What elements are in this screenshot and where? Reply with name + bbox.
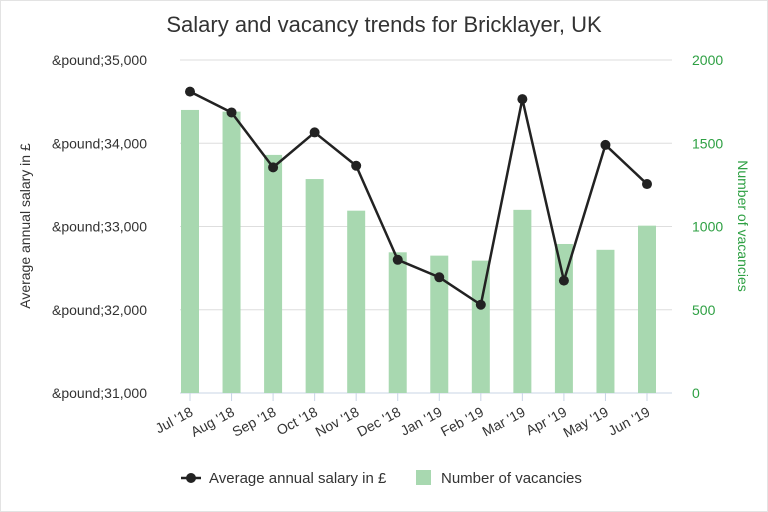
legend: Average annual salary in £ Number of vac…	[181, 470, 582, 487]
right-tick-label: 2000	[692, 52, 723, 68]
salary-point[interactable]	[351, 160, 362, 171]
vacancy-bar[interactable]	[264, 154, 283, 393]
x-tick-label: Dec '18	[354, 403, 403, 439]
vacancy-bar[interactable]	[222, 111, 241, 394]
legend-label-salary: Average annual salary in £	[209, 470, 387, 487]
vacancy-bar[interactable]	[471, 260, 490, 393]
left-tick-label: &pound;33,000	[52, 219, 147, 235]
left-tick-label: &pound;32,000	[52, 302, 147, 318]
left-axis-ticks: &pound;35,000&pound;34,000&pound;33,000 &…	[52, 52, 147, 401]
vacancy-bar[interactable]	[388, 252, 407, 393]
left-axis-title: Average annual salary in £	[17, 143, 33, 309]
vacancy-bar[interactable]	[638, 225, 656, 393]
x-tick-label: Feb '19	[438, 403, 487, 439]
salary-point[interactable]	[475, 299, 486, 310]
right-tick-label: 500	[692, 302, 716, 318]
x-tick-label: Sep '18	[229, 403, 278, 439]
salary-point[interactable]	[392, 254, 403, 265]
salary-line	[185, 86, 652, 310]
salary-point[interactable]	[309, 127, 320, 138]
salary-point[interactable]	[517, 94, 528, 105]
legend-item-salary[interactable]: Average annual salary in £	[181, 470, 387, 487]
legend-item-vacancies[interactable]: Number of vacancies	[416, 470, 582, 487]
vacancy-bar[interactable]	[596, 249, 615, 393]
x-tick-label: Mar '19	[479, 403, 528, 439]
x-tick-label: Jun '19	[605, 403, 652, 438]
vacancy-bar[interactable]	[554, 243, 573, 393]
salary-point[interactable]	[434, 272, 445, 283]
vacancy-bar[interactable]	[181, 109, 199, 393]
x-tick-label: Aug '18	[188, 403, 237, 439]
right-tick-label: 1500	[692, 135, 723, 151]
salary-point[interactable]	[268, 162, 279, 173]
left-tick-label: &pound;31,000	[52, 385, 147, 401]
vacancy-bar[interactable]	[513, 209, 532, 393]
left-tick-label: &pound;35,000	[52, 52, 147, 68]
salary-point[interactable]	[642, 179, 652, 190]
x-tick-label: Jul '18	[153, 403, 196, 436]
chart-title: Salary and vacancy trends for Bricklayer…	[166, 12, 602, 37]
salary-point[interactable]	[226, 107, 237, 118]
salary-point[interactable]	[185, 86, 195, 97]
x-tick-label: Jan '19	[398, 403, 445, 438]
x-tick-label: Apr '19	[523, 403, 569, 438]
salary-point[interactable]	[558, 275, 569, 286]
vacancy-bar[interactable]	[347, 210, 366, 393]
right-axis-ticks: 2000 1500 1000 500 0	[692, 52, 723, 401]
x-tick-label: Nov '18	[313, 403, 362, 439]
dot-marker-icon	[186, 473, 196, 483]
right-tick-label: 0	[692, 385, 700, 401]
gridlines	[180, 59, 672, 394]
salary-point[interactable]	[600, 139, 611, 150]
x-tick-label: May '19	[560, 403, 611, 440]
vacancy-bars	[181, 109, 656, 394]
right-tick-label: 1000	[692, 219, 723, 235]
bar-swatch-icon	[416, 470, 431, 485]
right-axis-title: Number of vacancies	[735, 160, 751, 292]
legend-label-vacancies: Number of vacancies	[441, 470, 582, 487]
vacancy-bar[interactable]	[305, 179, 324, 393]
x-tick-label: Oct '18	[274, 403, 320, 438]
left-tick-label: &pound;34,000	[52, 135, 147, 151]
vacancy-bar[interactable]	[430, 255, 449, 393]
